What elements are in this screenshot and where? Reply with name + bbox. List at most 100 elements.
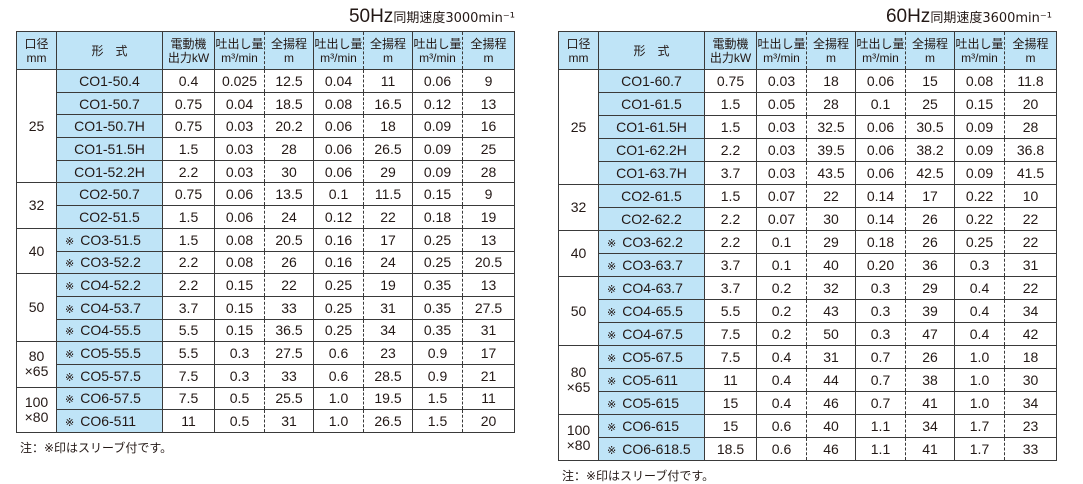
head-value: 26.5: [363, 137, 413, 161]
flow-value: 0.22: [954, 207, 1005, 231]
table-row: CO1-52.2H 2.2 0.03 30 0.06 29 0.09 28: [17, 159, 515, 184]
flow-value: 0.2: [756, 276, 807, 300]
sleeve-mark: ※: [607, 445, 617, 457]
header-head-line2: m: [284, 50, 294, 65]
flow-value: 1.7: [954, 414, 1005, 438]
sleeve-mark: ※: [65, 349, 75, 362]
header-head: 全揚程 m: [806, 31, 856, 70]
model-cell: ※ CO5-67.5: [598, 345, 705, 369]
table-title: 50Hz同期速度3000min⁻¹: [16, 0, 515, 31]
head-value: 23: [363, 341, 413, 365]
flow-value: 0.6: [313, 341, 364, 365]
flow-value: 0.18: [855, 230, 906, 254]
model-cell: CO1-63.7H: [598, 161, 705, 185]
model-name: CO1-61.5: [621, 96, 682, 112]
head-value: 13: [462, 273, 515, 297]
flow-value: 0.3: [214, 341, 265, 365]
sleeve-mark: ※: [65, 281, 75, 294]
head-value: 34: [363, 318, 413, 343]
table-row: 100 ×80 ※ CO6-57.5 7.5 0.5 25.5 1.0 19.5 1.5 11: [16, 386, 515, 434]
head-value: 26: [905, 207, 955, 231]
flow-value: 0.2: [756, 322, 807, 346]
flow-value: 0.15: [214, 318, 265, 343]
head-value: 23: [1004, 414, 1057, 438]
flow-value: 0.15: [954, 92, 1005, 116]
table-row: ※ CO4-53.7 3.7 0.15 33 0.25 31 0.35 27.5: [17, 295, 515, 320]
motor-kw: 3.7: [704, 161, 757, 185]
header-model: 形 式: [598, 31, 705, 70]
head-value: 32.5: [806, 115, 856, 139]
head-value: 22: [1004, 230, 1057, 254]
flow-value: 0.25: [313, 295, 364, 320]
table-row: ※ CO4-67.5 7.5 0.2 50 0.3 47 0.4 42: [559, 322, 1057, 346]
flow-value: 0.03: [756, 161, 807, 185]
header-bore: 口径 mm: [16, 31, 57, 70]
flow-value: 0.08: [313, 91, 364, 116]
model-name: CO5-67.5: [622, 349, 683, 365]
bore-value: 25: [28, 117, 45, 134]
flow-value: 0.4: [954, 299, 1005, 323]
header-flow-line1: 吐出し量: [955, 36, 1004, 51]
model-name: CO4-55.5: [80, 322, 141, 339]
table-60hz-panel: 60Hz同期速度3600min⁻¹ 口径 mm 形 式電動機 出力kW 吐出し量 m³/mi…: [558, 0, 1057, 484]
motor-kw: 2.2: [704, 138, 757, 162]
flow-value: 0.08: [954, 69, 1005, 93]
table-row: ※ CO6-511 11 0.5 31 1.0 26.5 1.5 20: [17, 409, 515, 433]
header-flow-line1: 吐出し量: [215, 36, 264, 51]
bore-value: 50: [570, 302, 587, 319]
header-head-line2: m: [925, 50, 935, 65]
flow-value: 0.4: [954, 276, 1005, 300]
head-value: 50: [806, 322, 856, 346]
flow-value: 0.06: [313, 114, 364, 139]
model-cell: ※ CO4-67.5: [598, 322, 705, 346]
head-value: 12.5: [264, 69, 314, 93]
flow-value: 0.1: [855, 92, 906, 116]
table-row: CO1-50.7 0.75 0.04 18.5 0.08 16.5 0.12 13: [17, 91, 515, 116]
table-row: 25 CO1-50.4 0.4 0.025 12.5 0.04 11 0.06 9: [16, 68, 515, 184]
head-value: 34: [1004, 391, 1057, 415]
model-name: CO1-51.5H: [74, 140, 145, 157]
motor-kw: 11: [704, 368, 757, 392]
header-flow-line1: 吐出し量: [413, 36, 462, 51]
head-value: 9: [462, 69, 515, 93]
flow-value: 0.09: [412, 159, 463, 184]
header-flow-line1: 吐出し量: [314, 36, 363, 51]
motor-kw: 3.7: [704, 253, 757, 277]
model-name: CO6-511: [80, 413, 136, 430]
head-value: 36: [905, 253, 955, 277]
flow-value: 0.4: [756, 345, 807, 369]
table-row: CO1-50.7H 0.75 0.03 20.2 0.06 18 0.09 16: [17, 114, 515, 139]
bore-value: 80: [28, 348, 45, 365]
model-cell: ※ CO4-52.2: [56, 273, 163, 297]
header-flow: 吐出し量 m³/min: [756, 31, 807, 70]
motor-kw: 2.2: [162, 250, 215, 275]
head-value: 18: [1004, 345, 1057, 369]
head-value: 10: [1004, 184, 1057, 208]
motor-kw: 1.5: [704, 92, 757, 116]
model-name: CO5-57.5: [80, 367, 141, 384]
head-value: 22: [806, 184, 856, 208]
model-cell: ※ CO6-511: [56, 409, 163, 433]
head-value: 27.5: [264, 341, 314, 365]
flow-value: 1.5: [412, 409, 463, 433]
model-name: CO2-51.5: [79, 208, 140, 225]
performance-table: 口径 mm 形 式電動機 出力kW 吐出し量 m³/min 全揚程 m 吐出し量 m³/min 全揚…: [16, 31, 515, 434]
sleeve-mark: ※: [607, 376, 617, 388]
sleeve-mark: ※: [607, 422, 617, 434]
flow-value: 0.03: [214, 159, 265, 184]
header-flow-line2: m³/min: [763, 50, 800, 65]
model-cell: CO1-62.2H: [598, 138, 705, 162]
motor-kw: 0.75: [162, 182, 215, 207]
frequency-label: 50Hz: [348, 6, 394, 27]
motor-kw: 18.5: [704, 437, 757, 461]
model-name: CO1-60.7: [621, 73, 682, 89]
head-value: 38.2: [905, 138, 955, 162]
table-row: 80 ×65 ※ CO5-67.5 7.5 0.4 31 0.7 26 1.0 18: [558, 345, 1057, 415]
flow-value: 0.09: [954, 161, 1005, 185]
flow-value: 0.1: [313, 182, 364, 207]
table-row: 32 CO2-61.5 1.5 0.07 22 0.14 17 0.22 10: [558, 184, 1057, 231]
motor-kw: 5.5: [704, 299, 757, 323]
motor-kw: 11: [162, 409, 215, 433]
header-motor-line1: 電動機: [170, 36, 207, 51]
head-value: 22: [1004, 207, 1057, 231]
